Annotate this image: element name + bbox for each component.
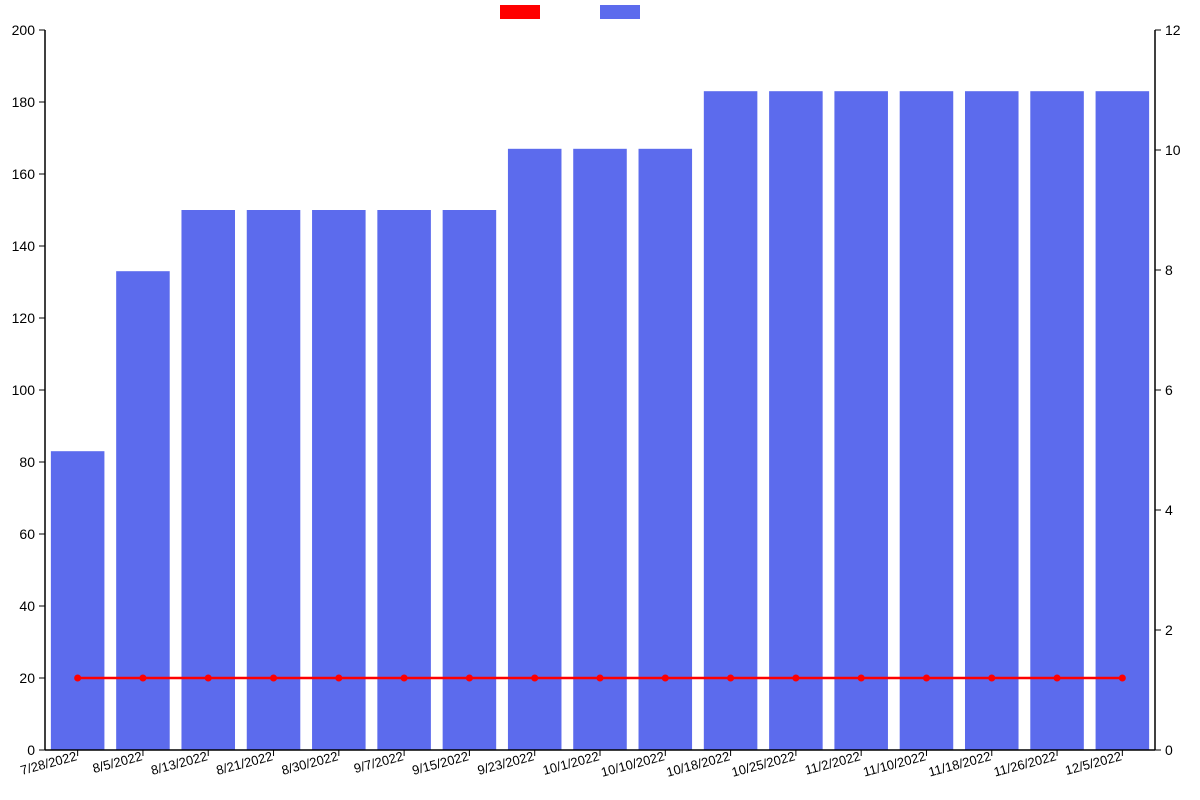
bar: [834, 91, 888, 750]
bar: [1030, 91, 1084, 750]
line-marker: [662, 675, 669, 682]
line-marker: [858, 675, 865, 682]
x-axis-label: 9/15/2022: [410, 748, 470, 777]
bar: [51, 451, 105, 750]
x-axis-label: 8/21/2022: [215, 748, 275, 777]
line-marker: [597, 675, 604, 682]
right-axis-label: 4: [1165, 502, 1173, 518]
line-marker: [1119, 675, 1126, 682]
right-axis-label: 0: [1165, 742, 1173, 758]
bar: [508, 149, 562, 750]
x-axis-label: 10/10/2022: [599, 748, 666, 779]
legend-swatch: [600, 5, 640, 19]
line-marker: [205, 675, 212, 682]
x-axis-label: 8/13/2022: [149, 748, 209, 777]
bar: [704, 91, 758, 750]
bar: [965, 91, 1019, 750]
x-axis-label: 9/7/2022: [352, 748, 405, 776]
x-axis-label: 9/23/2022: [476, 748, 536, 777]
line-marker: [335, 675, 342, 682]
line-marker: [466, 675, 473, 682]
line-marker: [792, 675, 799, 682]
line-marker: [139, 675, 146, 682]
x-axis-label: 8/30/2022: [280, 748, 340, 777]
line-marker: [727, 675, 734, 682]
bar: [900, 91, 954, 750]
bar: [377, 210, 431, 750]
x-axis-label: 11/18/2022: [927, 748, 993, 779]
chart-container: 0204060801001201401601802000246810127/28…: [0, 0, 1200, 800]
right-axis-label: 10: [1165, 142, 1181, 158]
left-axis-label: 20: [19, 670, 35, 686]
left-axis-label: 180: [12, 94, 36, 110]
bar: [769, 91, 823, 750]
bar: [181, 210, 235, 750]
right-axis-label: 6: [1165, 382, 1173, 398]
x-axis-label: 11/26/2022: [992, 748, 1058, 779]
x-axis-label: 11/2/2022: [803, 748, 862, 777]
right-axis-label: 12: [1165, 22, 1181, 38]
line-marker: [988, 675, 995, 682]
x-axis-label: 11/10/2022: [861, 748, 927, 779]
left-axis-label: 160: [12, 166, 36, 182]
x-axis-label: 10/1/2022: [541, 748, 601, 777]
right-axis-label: 2: [1165, 622, 1173, 638]
bar: [312, 210, 366, 750]
bar: [247, 210, 301, 750]
x-axis-label: 10/25/2022: [730, 748, 797, 779]
x-axis-label: 8/5/2022: [91, 748, 144, 776]
left-axis-label: 200: [12, 22, 36, 38]
left-axis-label: 40: [19, 598, 35, 614]
line-marker: [270, 675, 277, 682]
left-axis-label: 140: [12, 238, 36, 254]
left-axis-label: 80: [19, 454, 35, 470]
line-marker: [401, 675, 408, 682]
left-axis-label: 0: [27, 742, 35, 758]
line-marker: [1054, 675, 1061, 682]
chart-svg: 0204060801001201401601802000246810127/28…: [0, 0, 1200, 800]
legend-swatch: [500, 5, 540, 19]
x-axis-label: 10/18/2022: [665, 748, 732, 779]
bar: [443, 210, 497, 750]
line-marker: [531, 675, 538, 682]
x-axis-label: 12/5/2022: [1063, 748, 1123, 777]
left-axis-label: 120: [12, 310, 36, 326]
line-marker: [923, 675, 930, 682]
bar: [639, 149, 693, 750]
bar: [573, 149, 627, 750]
left-axis-label: 60: [19, 526, 35, 542]
line-marker: [74, 675, 81, 682]
bar: [1096, 91, 1150, 750]
right-axis-label: 8: [1165, 262, 1173, 278]
left-axis-label: 100: [12, 382, 36, 398]
